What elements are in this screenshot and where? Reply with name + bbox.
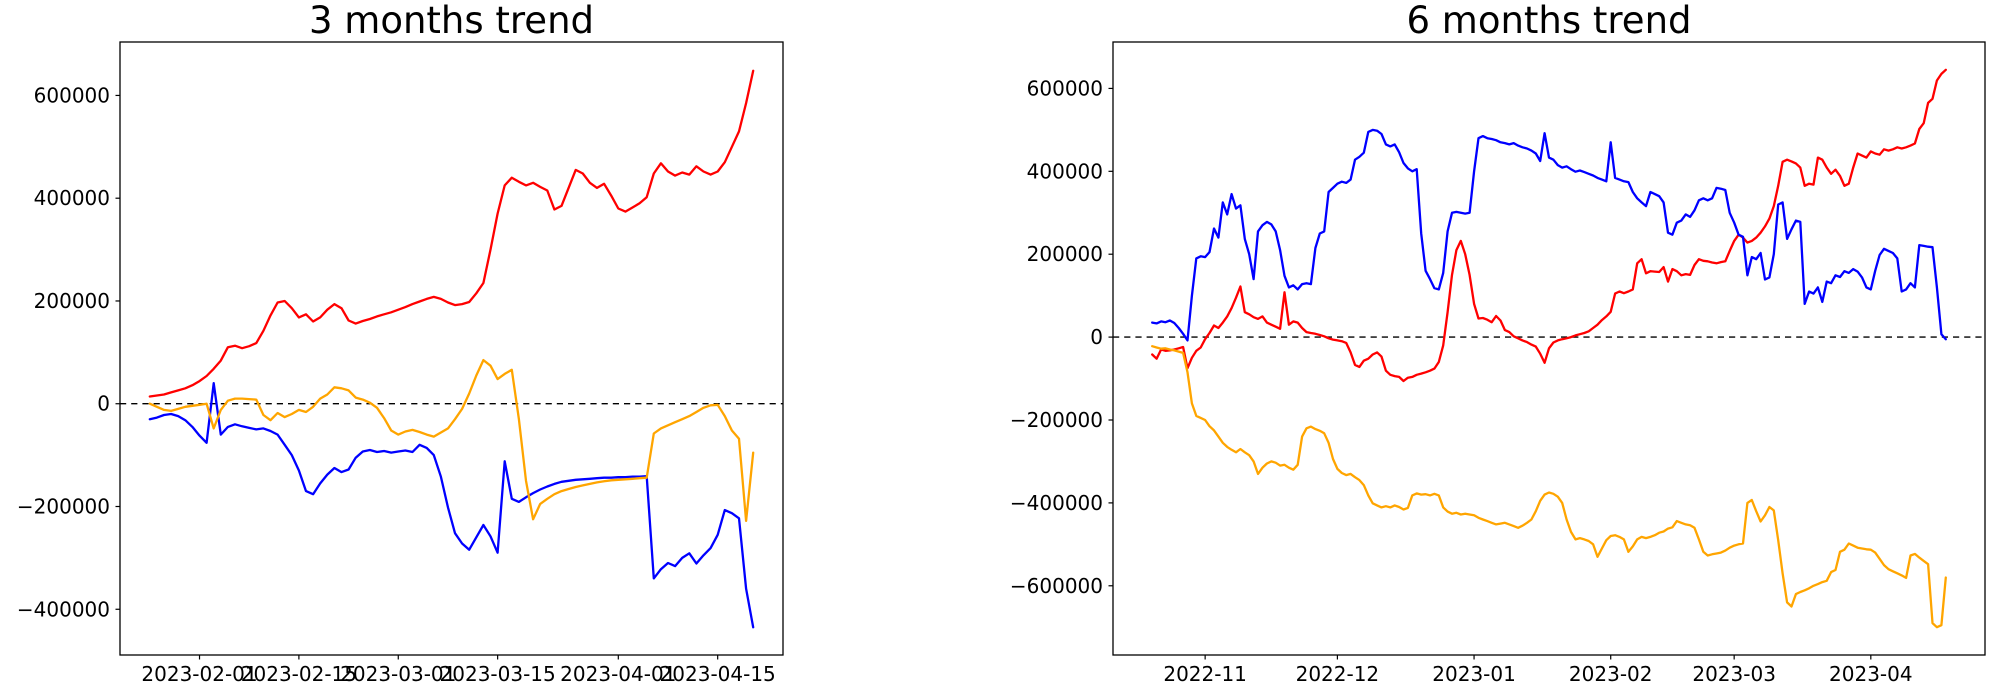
red-series-line (148, 69, 755, 398)
chart-6-months-trend: 600000 400000 200000 0 −200000 −400000 −600000… (1010, 41, 1986, 686)
x-tick-label: 2022-11 (1163, 662, 1247, 686)
orange-series-line (1151, 345, 1947, 629)
y-tick-label: −400000 (1010, 491, 1103, 515)
x-tick-label: 2023-04-15 (660, 662, 776, 686)
y-tick-label: 400000 (34, 186, 110, 210)
y-tick-label: 0 (1090, 325, 1103, 349)
y-tick-label: −200000 (17, 495, 110, 519)
chart-3-months-trend: 600000 400000 200000 0 −200000 −400000 2023-02… (17, 41, 784, 686)
x-tick-label: 2023-02-01 (141, 662, 257, 686)
chart-title-3-months-trend: 3 months trend (308, 0, 595, 42)
red-series-line (1151, 68, 1947, 383)
x-tick-label: 2023-03-01 (340, 662, 456, 686)
x-tick-label: 2023-02-15 (241, 662, 357, 686)
blue-series-line (148, 382, 755, 629)
y-tick-label: −600000 (1010, 574, 1103, 598)
orange-series-line (148, 358, 755, 523)
y-tick-label: 400000 (1027, 159, 1103, 183)
chart-title-6-months-trend: 6 months trend (1406, 0, 1692, 42)
axes-border (1112, 41, 1986, 656)
blue-series-line (1151, 128, 1947, 342)
x-tick-label: 2023-02 (1569, 662, 1653, 686)
y-tick-label: −400000 (17, 597, 110, 621)
y-tick-label: 200000 (34, 289, 110, 313)
y-tick-label: 600000 (34, 83, 110, 107)
y-tick-label: −200000 (1010, 408, 1103, 432)
x-tick-label: 2023-04-01 (560, 662, 676, 686)
x-tick-label: 2023-01 (1432, 662, 1516, 686)
y-tick-label: 600000 (1027, 76, 1103, 100)
y-tick-label: 200000 (1027, 242, 1103, 266)
x-tick-label: 2022-12 (1296, 662, 1380, 686)
x-tick-label: 2023-03-15 (440, 662, 556, 686)
x-tick-label: 2023-04 (1829, 662, 1913, 686)
x-tick-label: 2023-03 (1692, 662, 1776, 686)
axes-border (119, 41, 784, 656)
y-tick-label: 0 (97, 392, 110, 416)
